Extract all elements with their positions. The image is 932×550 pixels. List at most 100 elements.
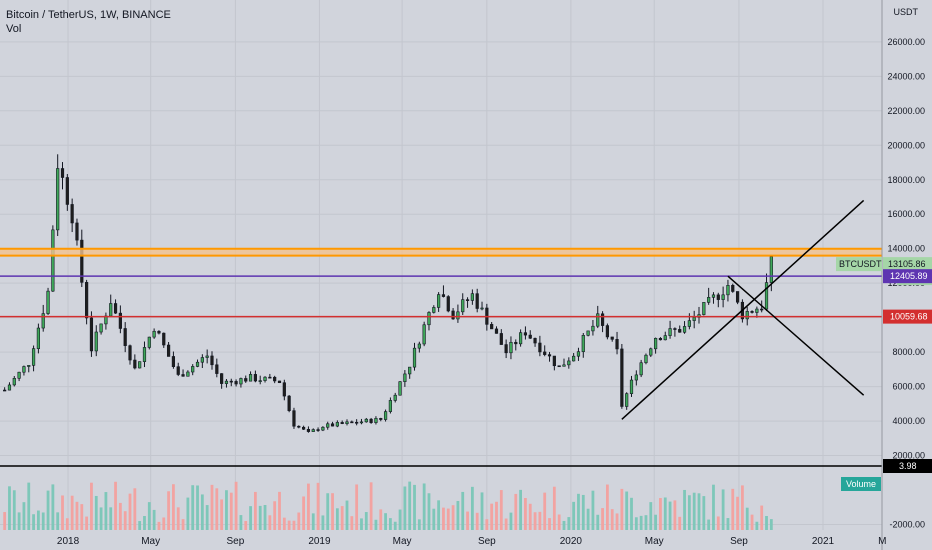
candle-down — [538, 342, 542, 353]
candle-up — [263, 376, 267, 381]
candle-down — [287, 395, 291, 411]
candle-up — [470, 293, 474, 301]
x-tick-label: Sep — [227, 536, 245, 547]
volume-bar — [65, 518, 69, 530]
volume-bar — [316, 482, 320, 530]
volume-tag: Volume — [846, 479, 876, 489]
candle-down — [85, 282, 89, 319]
candle-up — [7, 384, 12, 391]
volume-level-tag — [883, 459, 932, 473]
trend-line-2 — [727, 275, 865, 396]
y-tick-label: 20000.00 — [887, 140, 925, 150]
volume-bar — [716, 516, 720, 530]
volume-bar — [225, 490, 228, 530]
x-tick-label: Sep — [478, 536, 496, 547]
candle-down — [181, 374, 185, 377]
candle-up — [200, 357, 204, 363]
volume-bar — [32, 514, 35, 530]
candle-up — [383, 411, 388, 420]
candle-down — [80, 239, 84, 283]
volume-bar — [745, 507, 749, 530]
candle-down — [70, 204, 74, 224]
y-tick-label: 22000.00 — [887, 106, 925, 116]
x-tick-label: May — [141, 536, 160, 547]
volume-bar — [350, 516, 354, 530]
candle-down — [369, 418, 373, 423]
volume-bar — [297, 512, 301, 530]
candle-up — [138, 361, 142, 369]
volume-bar — [712, 484, 715, 530]
candle-up — [403, 373, 407, 382]
volume-bar — [615, 513, 619, 530]
candle-down — [504, 344, 508, 354]
candle-down — [302, 426, 306, 430]
y-tick-label: 8000.00 — [892, 347, 925, 357]
volume-bar — [186, 497, 190, 530]
candle-up — [707, 297, 711, 303]
volume-bar — [519, 489, 522, 530]
volume-bar — [249, 506, 252, 530]
candle-up — [687, 320, 691, 327]
volume-bar — [292, 520, 296, 530]
volume-bar — [736, 496, 739, 530]
candle-down — [475, 293, 479, 309]
x-tick-label: 2021 — [812, 536, 835, 547]
volume-bar — [345, 500, 349, 530]
candle-up — [46, 290, 50, 314]
chart-title: Bitcoin / TetherUS, 1W, BINANCE — [6, 9, 171, 21]
candle-down — [292, 410, 296, 427]
y-tick-label: 26000.00 — [887, 37, 925, 47]
volume-bar — [191, 485, 195, 530]
volume-bar — [287, 520, 291, 530]
candle-down — [220, 373, 224, 384]
y-tick-label: -2000.00 — [889, 519, 925, 529]
volume-bar — [278, 491, 281, 530]
candle-down — [605, 325, 609, 338]
volume-bar — [769, 519, 773, 530]
volume-bar — [138, 521, 142, 530]
chart-subtitle: Vol — [6, 23, 22, 35]
volume-bar — [649, 502, 653, 530]
candle-down — [123, 328, 127, 346]
resistance-zone — [0, 248, 882, 256]
candle-up — [654, 338, 658, 350]
volume-bar — [731, 488, 735, 530]
volume-bar — [470, 486, 474, 530]
candle-down — [3, 389, 7, 392]
volume-bar — [239, 515, 243, 530]
candle-down — [658, 338, 663, 341]
candle-down — [210, 355, 214, 366]
volume-bar — [307, 483, 310, 530]
candle-down — [547, 354, 552, 357]
candle-up — [644, 354, 648, 364]
candle-down — [731, 285, 735, 292]
x-tick-label: 2019 — [308, 536, 331, 547]
candle-up — [412, 347, 417, 368]
candle-down — [215, 364, 219, 374]
red-level-label: 10059.68 — [890, 312, 928, 322]
volume-bar — [596, 514, 600, 530]
volume-bar — [61, 495, 64, 530]
volume-bar — [205, 505, 209, 530]
volume-bar — [56, 512, 60, 530]
candle-up — [639, 362, 643, 376]
candle-down — [750, 311, 754, 313]
candle-up — [99, 323, 103, 333]
volume-bar — [143, 516, 146, 530]
volume-bar — [364, 512, 368, 530]
y-tick-label: 6000.00 — [892, 382, 925, 392]
candle-up — [682, 326, 687, 333]
candle-up — [224, 380, 229, 384]
candle-down — [253, 374, 257, 382]
candle-down — [330, 423, 335, 427]
candle-down — [533, 337, 537, 344]
candle-up — [335, 422, 339, 427]
candle-down — [600, 313, 605, 326]
volume-bar — [707, 519, 711, 530]
candle-up — [769, 256, 773, 283]
candle-down — [355, 421, 359, 424]
volume-bar — [480, 492, 484, 530]
candle-down — [610, 336, 614, 340]
volume-bar — [620, 488, 624, 530]
